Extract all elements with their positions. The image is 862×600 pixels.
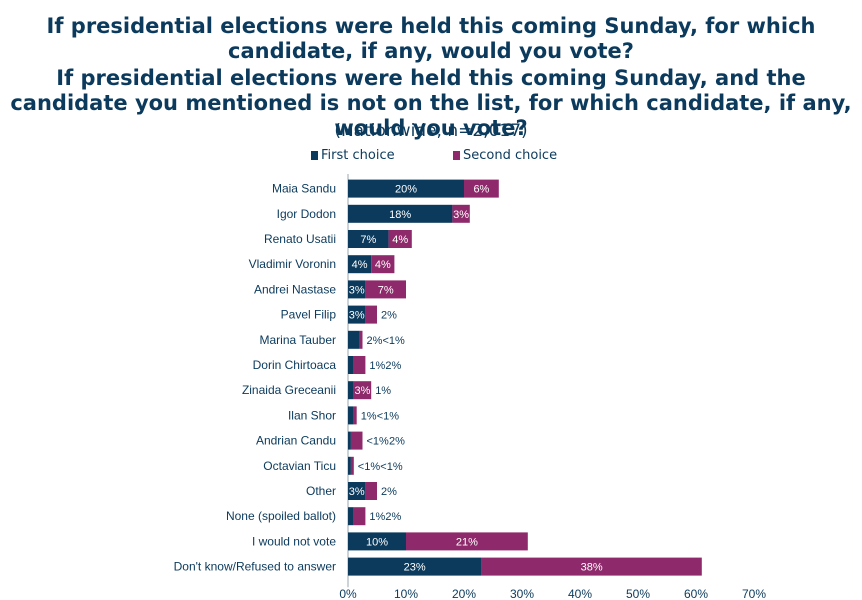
data-label-second: 4% xyxy=(375,259,391,271)
bar-second-choice xyxy=(353,406,357,425)
bar-second-choice xyxy=(481,557,702,576)
data-label-first: 1% xyxy=(369,360,385,372)
data-label-second: 2% xyxy=(385,511,401,523)
bar-first-choice xyxy=(348,230,389,248)
bar-first-choice xyxy=(348,255,372,274)
legend-label-first: First choice xyxy=(321,148,395,163)
bar-first-choice xyxy=(348,305,366,324)
bar-second-choice xyxy=(365,305,377,324)
bar-second-choice xyxy=(388,230,412,248)
bar-first-choice xyxy=(348,482,366,500)
legend-first-choice: First choice xyxy=(311,148,395,163)
bar-second-choice xyxy=(365,280,406,299)
data-label-first: 3% xyxy=(349,486,365,498)
data-label-first: <1% xyxy=(358,461,381,473)
category-label: Marina Tauber xyxy=(260,333,337,347)
chart-legend: First choice Second choice xyxy=(0,146,862,166)
bar-second-choice xyxy=(350,456,354,475)
x-tick-label: 60% xyxy=(684,587,708,600)
category-label: Vladimir Voronin xyxy=(249,257,336,271)
category-label: Don't know/Refused to answer xyxy=(174,560,336,574)
data-label-first: <1% xyxy=(367,436,390,448)
data-label-first: 1% xyxy=(375,385,391,397)
chart-subtitle: (Nationwide, n=2,017) xyxy=(334,121,528,141)
data-label-first: 2% xyxy=(367,335,383,347)
category-label: Andrei Nastase xyxy=(254,282,336,296)
category-label: Andrian Candu xyxy=(256,434,336,448)
data-label-first: 7% xyxy=(360,234,376,246)
bar-second-choice xyxy=(452,204,470,223)
bar-first-choice xyxy=(348,406,354,425)
chart-title-line2: If presidential elections were held this… xyxy=(10,66,852,140)
data-label-second: 38% xyxy=(581,562,603,574)
category-label: Renato Usatii xyxy=(264,232,336,246)
data-label-first: 23% xyxy=(404,562,426,574)
category-label: Igor Dodon xyxy=(277,207,336,221)
bar-second-choice xyxy=(365,482,377,500)
data-label-second: 3% xyxy=(355,385,371,397)
chart-title-line1: If presidential elections were held this… xyxy=(46,14,816,63)
bar-second-choice xyxy=(359,330,363,349)
bar-first-choice xyxy=(348,431,351,450)
data-label-second: 4% xyxy=(392,234,408,246)
data-label-first: 3% xyxy=(349,284,365,296)
category-label: Octavian Ticu xyxy=(263,459,336,473)
bar-first-choice xyxy=(348,381,354,400)
bar-second-choice xyxy=(353,507,366,526)
bar-first-choice xyxy=(348,507,354,526)
bar-second-choice xyxy=(350,431,363,450)
bar-first-choice xyxy=(348,204,453,223)
x-tick-label: 40% xyxy=(568,587,592,600)
data-label-first: 3% xyxy=(349,310,365,322)
x-tick-label: 10% xyxy=(394,587,418,600)
data-label-second: 2% xyxy=(381,310,397,322)
x-tick-label: 30% xyxy=(510,587,534,600)
data-label-first: 1% xyxy=(361,410,377,422)
legend-swatch-first xyxy=(311,151,318,160)
bar-second-choice xyxy=(353,356,366,374)
data-label-first: 4% xyxy=(352,259,368,271)
x-tick-label: 0% xyxy=(339,587,357,600)
bar-second-choice xyxy=(371,255,395,274)
bar-first-choice xyxy=(348,280,366,299)
x-tick-label: 50% xyxy=(626,587,650,600)
bar-second-choice xyxy=(464,179,499,198)
data-label-first: 20% xyxy=(395,184,417,196)
category-label: None (spoiled ballot) xyxy=(226,509,336,523)
data-label-second: <1% xyxy=(377,410,400,422)
data-label-second: 2% xyxy=(385,360,401,372)
bar-first-choice xyxy=(348,356,354,374)
data-label-second: <1% xyxy=(383,335,406,347)
data-label-first: 10% xyxy=(366,536,388,548)
bar-first-choice xyxy=(348,557,482,576)
data-label-first: 18% xyxy=(389,209,411,221)
data-label-second: 2% xyxy=(389,436,405,448)
bar-second-choice xyxy=(406,532,528,551)
bar-first-choice xyxy=(348,330,360,349)
data-label-second: 2% xyxy=(381,486,397,498)
category-label: Dorin Chirtoaca xyxy=(253,358,337,372)
x-tick-label: 70% xyxy=(742,587,766,600)
category-label: Other xyxy=(306,484,336,498)
legend-label-second: Second choice xyxy=(463,148,558,163)
category-label: Maia Sandu xyxy=(272,182,336,196)
category-label: Ilan Shor xyxy=(288,408,336,422)
data-label-second: <1% xyxy=(380,461,403,473)
data-label-second: 6% xyxy=(473,184,489,196)
category-label: Zinaida Greceanii xyxy=(242,383,336,397)
category-label: I would not vote xyxy=(252,534,336,548)
data-label-second: 21% xyxy=(456,536,478,548)
x-tick-label: 20% xyxy=(452,587,476,600)
bar-first-choice xyxy=(348,179,464,198)
legend-second-choice: Second choice xyxy=(453,148,557,163)
data-label-second: 7% xyxy=(378,284,394,296)
legend-swatch-second xyxy=(453,151,460,160)
category-label: Pavel Filip xyxy=(281,308,337,322)
bar-first-choice xyxy=(348,456,351,475)
data-label-first: 1% xyxy=(369,511,385,523)
bar-second-choice xyxy=(353,381,372,400)
bar-first-choice xyxy=(348,532,406,551)
data-label-second: 3% xyxy=(453,209,469,221)
